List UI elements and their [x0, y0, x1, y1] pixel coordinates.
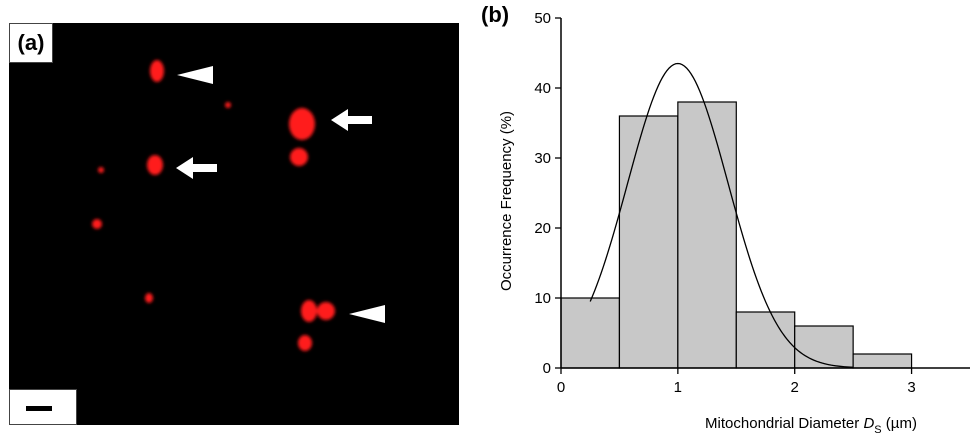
mitochondria-spots — [92, 60, 335, 351]
mitochondrion — [289, 108, 315, 140]
x-tick-label: 0 — [557, 379, 565, 396]
y-axis-label: Occurrence Frequency (%) — [498, 111, 515, 291]
x-axis-ticks: 0 1 2 3 — [557, 368, 916, 396]
mitochondrion — [150, 60, 164, 82]
scale-bar — [26, 406, 52, 411]
scale-bar-box — [9, 389, 77, 425]
x-axis-label: Mitochondrial Diameter DS (µm) — [705, 415, 917, 436]
histogram-bar — [618, 115, 679, 369]
y-tick-label: 40 — [534, 80, 551, 97]
x-axis-label-prefix: Mitochondrial Diameter — [705, 415, 863, 432]
y-axis-ticks: 0 10 20 30 40 50 — [534, 10, 561, 377]
mitochondrion — [301, 300, 317, 322]
x-axis-label-subscript: S — [874, 424, 881, 436]
x-axis-label-symbol: D — [863, 415, 874, 432]
arrow-icon — [331, 109, 372, 131]
histogram-bar — [735, 311, 796, 369]
micrograph-panel: (a) — [9, 23, 459, 425]
y-tick-label: 10 — [534, 290, 551, 307]
y-tick-label: 30 — [534, 150, 551, 167]
panel-a-label: (a) — [9, 23, 53, 63]
mitochondrion — [145, 293, 153, 303]
panel-b-label: (b) — [481, 2, 510, 27]
y-tick-label: 50 — [534, 10, 551, 27]
x-tick-label: 1 — [674, 379, 682, 396]
histogram-bar — [794, 325, 854, 369]
mitochondrion — [147, 155, 163, 175]
arrowhead-icon — [349, 305, 385, 323]
mitochondrion — [290, 148, 308, 166]
arrow-icon — [176, 157, 217, 179]
gaussian-fit-curve — [589, 62, 854, 368]
histogram-chart: 0 10 20 30 40 50 0 1 2 3 Occurrence Frequency (%… — [498, 10, 970, 436]
x-tick-label: 2 — [791, 379, 799, 396]
histogram-bars — [560, 101, 913, 369]
histogram-bar — [560, 297, 621, 369]
x-axis-label-unit: (µm) — [882, 415, 917, 432]
mitochondrion — [225, 102, 231, 108]
micrograph-image — [92, 60, 385, 351]
histogram-bar — [852, 353, 913, 369]
mitochondrion — [317, 302, 335, 320]
arrowhead-icon — [177, 66, 213, 84]
mitochondrion — [98, 167, 104, 173]
histogram-bar — [677, 101, 737, 369]
mitochondrion — [298, 335, 312, 351]
y-tick-label: 20 — [534, 220, 551, 237]
mitochondrion — [92, 219, 102, 229]
y-tick-label: 0 — [543, 360, 551, 377]
x-tick-label: 3 — [907, 379, 915, 396]
